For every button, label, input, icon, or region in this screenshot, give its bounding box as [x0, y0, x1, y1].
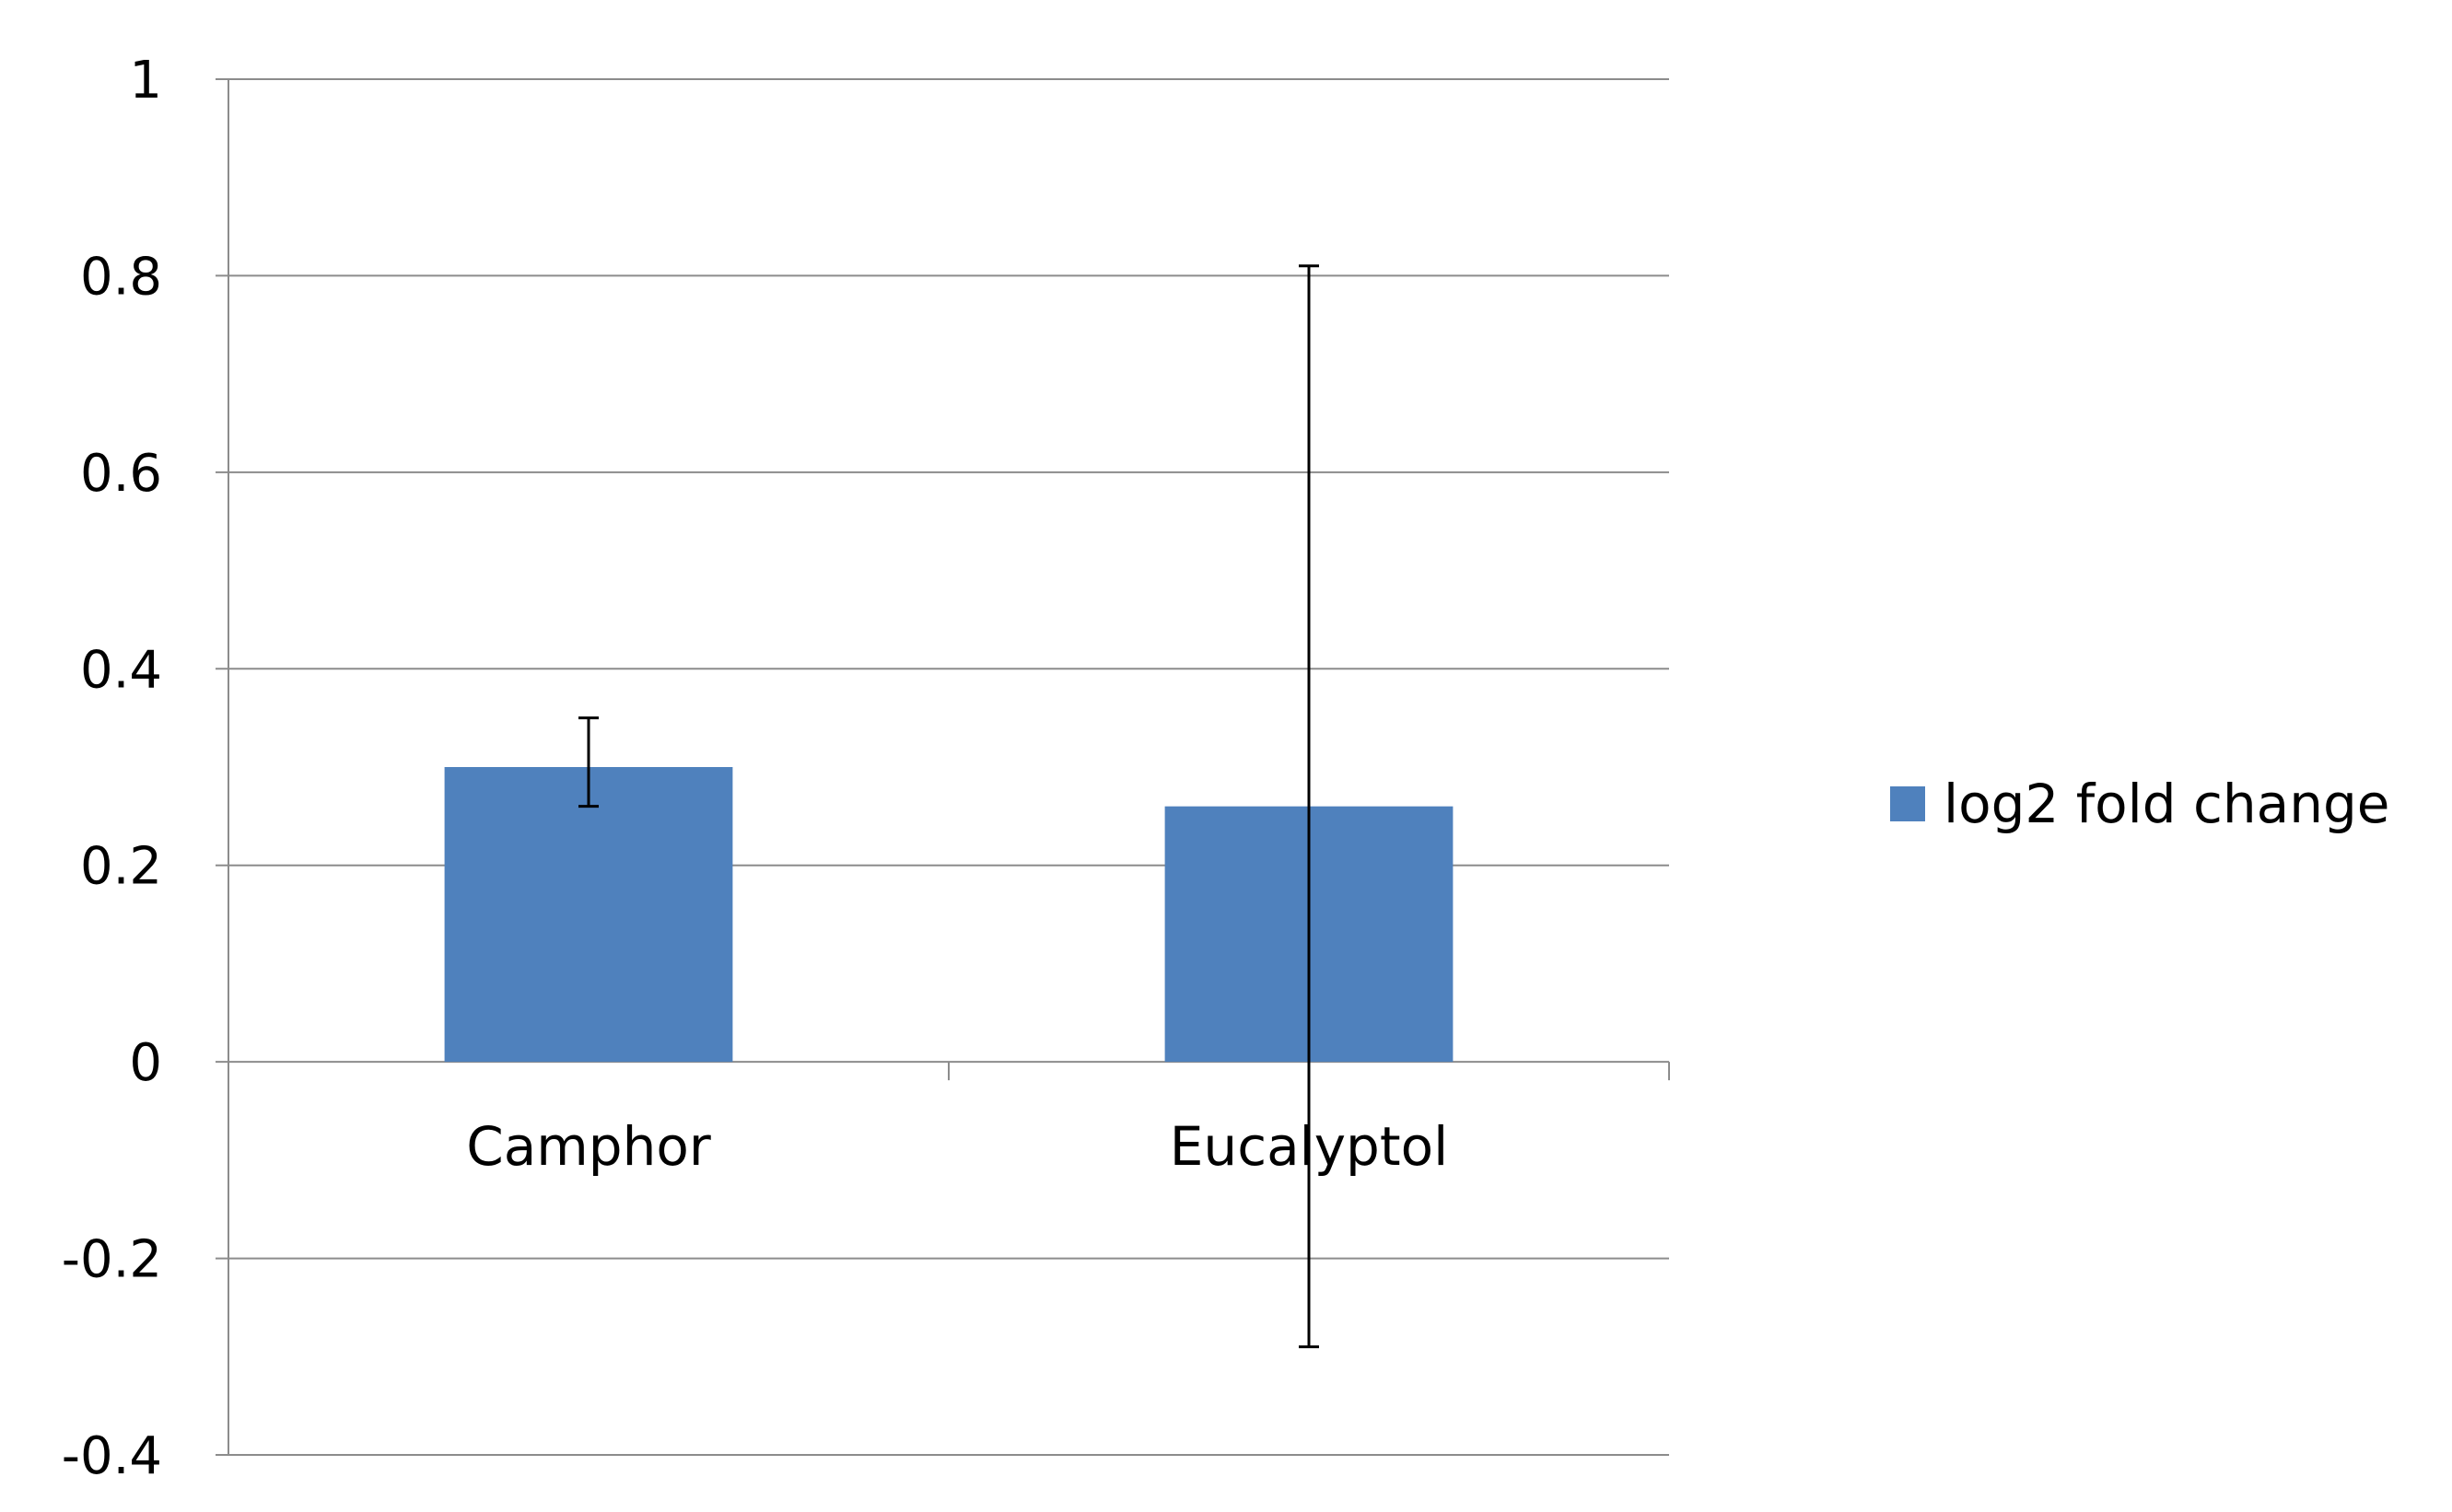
bar-camphor — [444, 767, 733, 1063]
y-tick-label: 0.2 — [80, 837, 162, 897]
y-tick-label: 0.8 — [80, 247, 162, 307]
y-tick-label: 0.6 — [80, 444, 162, 504]
legend: log2 fold change — [1890, 773, 2389, 835]
legend-swatch-log2-fold-change — [1890, 786, 1925, 821]
y-tick-label: -0.4 — [62, 1426, 162, 1486]
y-tick-label: 0.4 — [80, 640, 162, 700]
legend-label: log2 fold change — [1944, 773, 2389, 835]
x-tick-labels: Camphor Eucalyptol — [466, 1115, 1448, 1178]
error-bars — [578, 264, 1319, 1349]
y-tick-label: 1 — [129, 51, 162, 110]
bars — [444, 767, 1454, 1063]
y-tick-labels: -0.4 -0.2 0 0.2 0.4 0.6 0.8 1 — [62, 51, 162, 1486]
y-tick-label: -0.2 — [62, 1230, 162, 1290]
gridlines — [216, 78, 1669, 1456]
axes — [216, 79, 1670, 1455]
x-tick-label-eucalyptol: Eucalyptol — [1170, 1115, 1448, 1178]
y-tick-label: 0 — [129, 1033, 162, 1093]
x-tick-label-camphor: Camphor — [466, 1115, 711, 1178]
